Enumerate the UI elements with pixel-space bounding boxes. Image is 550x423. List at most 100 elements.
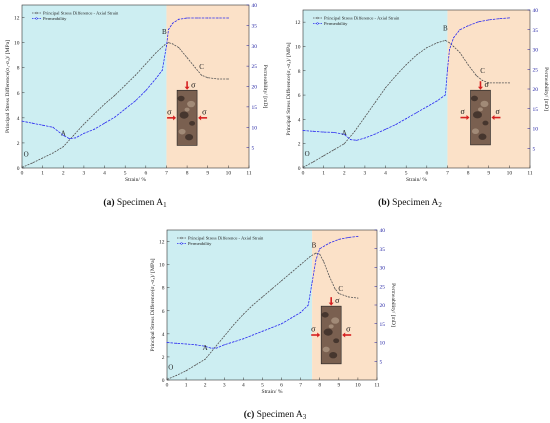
x-tick-label: 11 bbox=[527, 171, 533, 177]
rock-texture bbox=[333, 338, 340, 344]
x-axis-label: Strain/ % bbox=[125, 177, 146, 183]
series-point bbox=[68, 138, 70, 140]
point-label-a: A bbox=[342, 129, 347, 137]
series-point bbox=[178, 47, 180, 49]
rock-texture bbox=[178, 128, 186, 135]
series-point bbox=[21, 120, 23, 122]
point-label-o: O bbox=[168, 364, 173, 372]
x-tick-label: 10 bbox=[507, 171, 513, 177]
x-tick-label: 4 bbox=[242, 383, 245, 389]
series-point bbox=[217, 78, 219, 80]
rock-texture bbox=[322, 346, 330, 353]
series-point bbox=[75, 137, 77, 139]
series-point bbox=[185, 343, 187, 345]
series-point bbox=[334, 288, 336, 290]
caption-subscript: 3 bbox=[303, 413, 307, 421]
sigma-label-left: σ bbox=[167, 107, 172, 116]
series-point bbox=[374, 133, 376, 135]
legend-entry: Principal Stress Difference - Axial Stra… bbox=[324, 16, 400, 21]
y-left-tick-label: 6 bbox=[162, 309, 165, 315]
series-point bbox=[453, 37, 455, 39]
legend-entry: Permeability bbox=[43, 16, 67, 21]
rock-texture bbox=[478, 133, 487, 140]
series-point bbox=[319, 248, 321, 250]
series-point bbox=[31, 122, 33, 124]
series-point bbox=[349, 139, 351, 141]
caption-panel-letter: (a) bbox=[103, 197, 114, 208]
legend-entry: Permeability bbox=[324, 21, 348, 26]
series-point bbox=[307, 304, 309, 306]
series-point bbox=[328, 242, 330, 244]
x-tick-label: 10 bbox=[226, 171, 232, 177]
series-point bbox=[252, 334, 254, 336]
series-point bbox=[436, 42, 438, 44]
series-point bbox=[357, 235, 359, 237]
x-tick-label: 0 bbox=[302, 171, 305, 177]
series-point bbox=[165, 45, 167, 47]
legend-marker bbox=[316, 16, 319, 20]
x-tick-label: 7 bbox=[299, 383, 302, 389]
y-right-tick-label: 40 bbox=[252, 3, 258, 9]
series-point bbox=[52, 152, 54, 154]
rock-texture bbox=[471, 128, 479, 135]
series-point bbox=[21, 166, 23, 168]
series-point bbox=[135, 74, 136, 76]
x-tick-label: 7 bbox=[165, 171, 168, 177]
series-point bbox=[300, 312, 302, 313]
x-tick-label: 3 bbox=[83, 171, 86, 177]
series-point bbox=[172, 43, 174, 45]
caption-subscript: 2 bbox=[438, 201, 442, 209]
x-tick-label: 2 bbox=[343, 171, 346, 177]
y-right-tick-label: 25 bbox=[533, 67, 539, 73]
series-point bbox=[194, 67, 196, 69]
rock-specimen-inset: σ σ σ bbox=[167, 80, 208, 146]
series-point bbox=[176, 342, 178, 344]
series-line-permeability bbox=[166, 236, 358, 349]
chart-panel-3: 0 1 2 3 4 5 6 7 8 9 10 11024681012510152025303540St… bbox=[149, 228, 396, 421]
series-point bbox=[124, 108, 126, 110]
y-right-tick-label: 15 bbox=[380, 322, 386, 328]
rock-texture bbox=[177, 95, 185, 102]
series-point bbox=[405, 64, 407, 66]
sigma-label-right: σ bbox=[202, 107, 207, 116]
series-point bbox=[446, 68, 448, 70]
series-point bbox=[233, 324, 235, 326]
y-left-axis-label: Principal Stress Difference(σ₁-σ₃)/ [MPa… bbox=[4, 40, 11, 133]
series-point bbox=[338, 292, 340, 294]
series-point bbox=[356, 139, 358, 141]
series-point bbox=[223, 335, 225, 337]
series-point bbox=[145, 90, 147, 92]
arrow-head bbox=[198, 115, 202, 121]
arrow-head bbox=[184, 86, 190, 90]
series-point bbox=[315, 252, 317, 254]
series-point bbox=[323, 155, 325, 157]
series-point bbox=[227, 17, 229, 19]
series-point bbox=[436, 100, 438, 102]
y-left-tick-label: 6 bbox=[17, 91, 20, 97]
series-point bbox=[459, 29, 461, 31]
x-tick-label: 9 bbox=[337, 383, 340, 389]
x-tick-label: 5 bbox=[261, 383, 264, 389]
y-right-axis-label: Permeability/ [mD] bbox=[543, 67, 549, 111]
y-left-tick-label: 0 bbox=[298, 166, 301, 172]
series-point bbox=[207, 77, 209, 79]
series-point bbox=[508, 17, 510, 19]
series-point bbox=[467, 25, 469, 27]
series-point bbox=[395, 124, 397, 126]
sigma-label-left: σ bbox=[460, 107, 465, 116]
x-tick-label: 6 bbox=[144, 171, 147, 177]
series-point bbox=[343, 133, 345, 135]
series-point bbox=[186, 57, 188, 59]
arrow-head bbox=[466, 115, 470, 121]
series-point bbox=[166, 378, 168, 380]
point-label-a: A bbox=[61, 129, 66, 137]
series-point bbox=[207, 17, 209, 19]
series-point bbox=[145, 63, 147, 65]
series-point bbox=[83, 123, 85, 125]
series-point bbox=[135, 100, 136, 102]
x-tick-label: 5 bbox=[124, 171, 127, 177]
y-left-tick-label: 12 bbox=[159, 240, 165, 246]
rock-texture bbox=[482, 120, 489, 126]
series-point bbox=[42, 157, 44, 159]
point-label-c: C bbox=[338, 285, 343, 293]
